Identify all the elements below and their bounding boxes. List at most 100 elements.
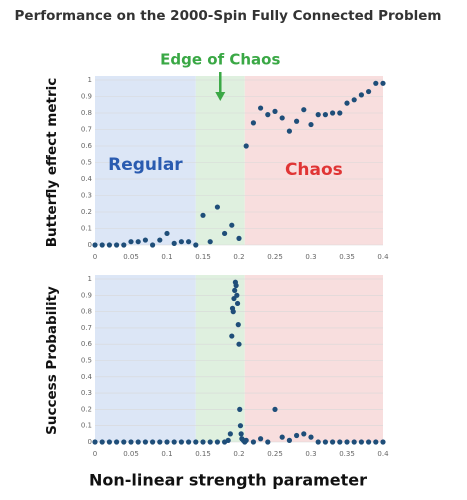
point <box>330 439 336 445</box>
point <box>330 110 336 116</box>
point <box>225 437 231 443</box>
point <box>233 282 239 289</box>
point <box>286 128 292 134</box>
point <box>337 110 343 116</box>
region <box>195 275 245 442</box>
x-tick-label: 0.3 <box>305 253 316 261</box>
x-axis-label: Non-linear strength parameter <box>89 471 367 490</box>
point <box>358 92 364 98</box>
x-tick-label: 0 <box>93 253 97 261</box>
point <box>142 237 148 243</box>
point <box>366 88 372 95</box>
point <box>99 439 105 445</box>
point <box>294 118 300 124</box>
point <box>186 239 192 245</box>
x-tick-label: 0.15 <box>195 450 211 458</box>
point <box>150 242 156 248</box>
point <box>171 240 177 246</box>
x-tick-label: 0.15 <box>195 253 211 261</box>
region-label: Edge of Chaos <box>160 51 280 69</box>
point <box>337 439 343 445</box>
point <box>121 242 127 248</box>
point <box>171 439 177 445</box>
point <box>230 309 236 315</box>
point <box>186 439 192 445</box>
x-tick-label: 0.2 <box>233 450 244 458</box>
point <box>366 439 372 445</box>
x-tick-label: 0.1 <box>161 253 172 261</box>
x-tick-label: 0.25 <box>267 450 283 458</box>
region <box>244 275 383 442</box>
point <box>234 300 241 307</box>
point <box>114 439 120 445</box>
x-tick-label: 0.4 <box>377 253 389 261</box>
y-tick-label: 0.1 <box>81 225 92 233</box>
point <box>250 439 256 445</box>
y-tick-label: 0.7 <box>81 324 92 332</box>
y-tick-label: 0.4 <box>81 175 93 183</box>
point <box>322 439 328 445</box>
point <box>193 242 199 248</box>
y-tick-label: 0.2 <box>81 405 92 413</box>
point <box>128 439 134 445</box>
point <box>207 239 213 245</box>
point <box>142 439 148 445</box>
point <box>380 439 386 445</box>
point <box>92 439 98 445</box>
title: Performance on the 2000-Spin Fully Conne… <box>15 8 442 24</box>
y-tick-label: 0 <box>88 241 92 249</box>
point <box>258 436 264 442</box>
point <box>157 439 163 445</box>
y-tick-label: 0.1 <box>81 422 92 430</box>
region <box>95 76 196 245</box>
point <box>301 107 307 113</box>
point <box>227 431 233 437</box>
point <box>178 239 184 245</box>
point <box>135 439 141 445</box>
point <box>222 230 228 237</box>
point <box>235 322 241 328</box>
point <box>315 112 321 118</box>
x-tick-label: 0.1 <box>161 450 172 458</box>
point <box>164 230 170 237</box>
y-axis-label: Butterfly effect metric <box>44 78 60 248</box>
x-tick-label: 0.3 <box>305 450 316 458</box>
point <box>301 431 307 437</box>
y-tick-label: 0.9 <box>81 291 92 299</box>
point <box>234 292 240 298</box>
point <box>308 434 314 440</box>
point <box>358 439 364 445</box>
point <box>236 341 242 347</box>
y-tick-label: 0.5 <box>81 357 92 365</box>
point <box>250 120 256 126</box>
point <box>265 439 271 445</box>
point <box>200 439 206 445</box>
point <box>279 115 285 121</box>
point <box>214 439 220 445</box>
region <box>95 275 196 442</box>
point <box>150 439 156 445</box>
y-axis-label: Success Probability <box>44 286 60 435</box>
point <box>178 439 184 445</box>
x-tick-label: 0.35 <box>339 253 355 261</box>
point <box>114 242 120 248</box>
x-tick-label: 0.35 <box>339 450 355 458</box>
point <box>351 439 357 445</box>
y-tick-label: 0.8 <box>81 308 92 316</box>
point <box>243 437 249 443</box>
x-tick-label: 0.25 <box>267 253 283 261</box>
x-tick-label: 0.05 <box>123 253 139 261</box>
y-tick-label: 0.9 <box>81 93 92 101</box>
point <box>99 242 105 248</box>
point <box>351 97 357 103</box>
point <box>214 204 220 210</box>
y-tick-label: 0.6 <box>81 340 93 348</box>
x-tick-label: 0.4 <box>377 450 389 458</box>
point <box>265 112 271 118</box>
point <box>164 439 170 445</box>
point <box>308 121 314 128</box>
point <box>106 242 112 248</box>
x-tick-label: 0.2 <box>233 253 244 261</box>
point <box>243 143 249 149</box>
